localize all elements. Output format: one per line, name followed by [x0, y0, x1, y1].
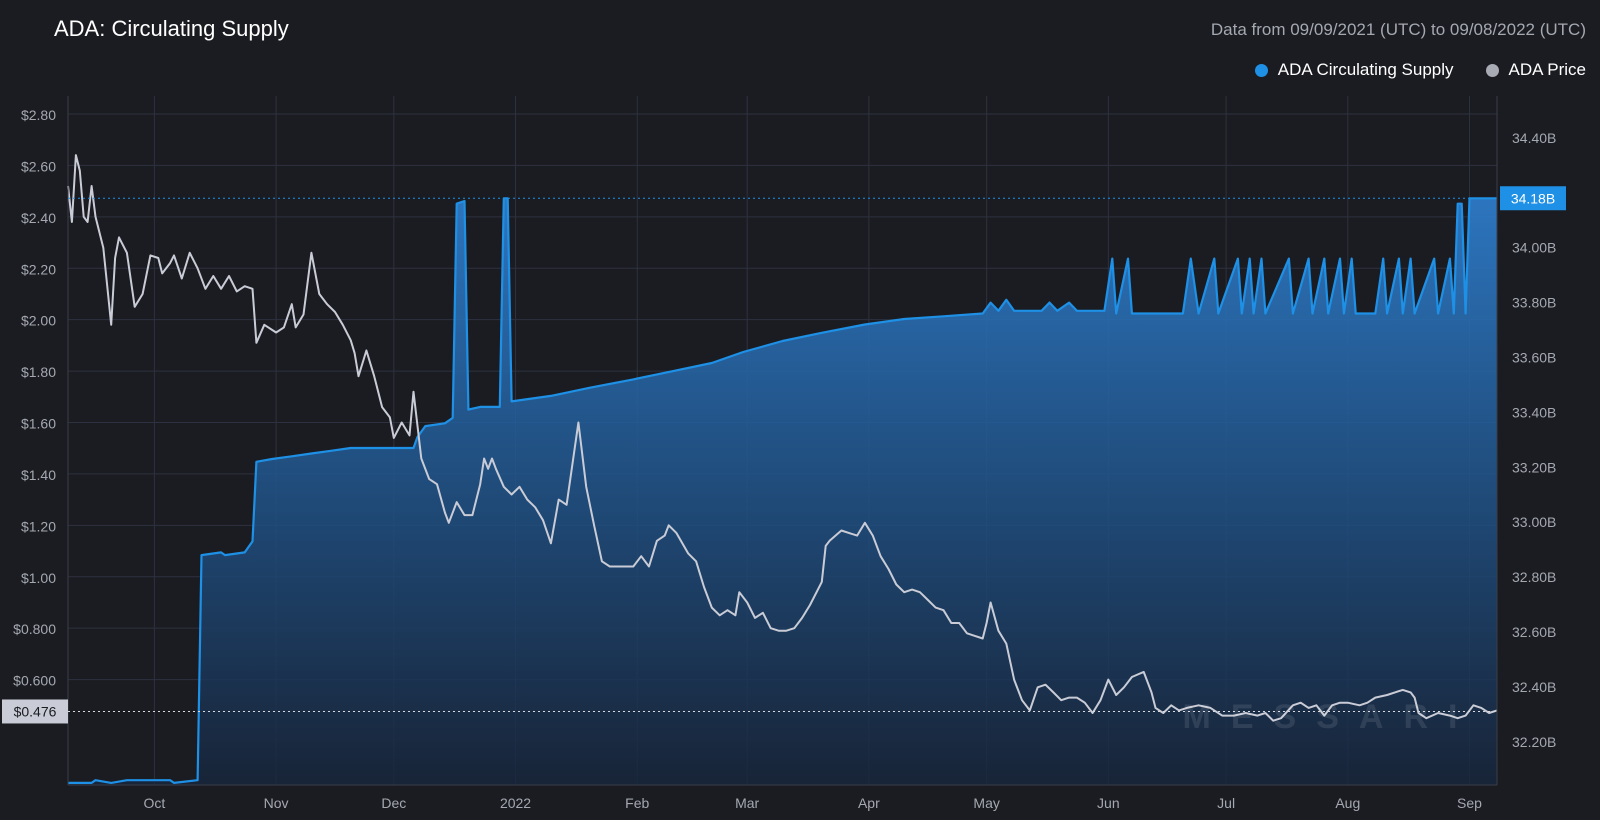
x-tick-label: May: [973, 795, 999, 811]
legend-dot-supply: [1254, 63, 1268, 77]
y-left-tick-label: $2.00: [21, 313, 56, 329]
price-current-badge: [2, 699, 68, 724]
y-right-tick-label: 32.60B: [1512, 624, 1556, 640]
x-tick-label: Nov: [264, 795, 289, 811]
y-right-tick-label: 33.00B: [1512, 514, 1556, 530]
x-tick-label: Jun: [1097, 795, 1120, 811]
x-tick-label: Jul: [1217, 795, 1235, 811]
y-right-tick-label: 33.40B: [1512, 404, 1556, 420]
y-right-tick-label: 34.40B: [1512, 130, 1556, 146]
x-tick-label: Oct: [143, 795, 165, 811]
series-layer: [67, 154, 1498, 786]
supply-current-badge: [1500, 186, 1566, 211]
y-right-tick-label: 33.60B: [1512, 349, 1556, 365]
watermark: MESSARI: [1183, 698, 1478, 736]
x-tick-label: Apr: [858, 795, 880, 811]
x-tick-label: Aug: [1335, 795, 1360, 811]
price-current-value: $0.476: [14, 703, 57, 719]
x-tick-label: Dec: [381, 795, 406, 811]
supply-current-value: 34.18B: [1511, 190, 1555, 206]
chart-title: ADA: Circulating Supply: [54, 16, 289, 41]
x-tick-label: Sep: [1457, 795, 1482, 811]
x-tick-label: Mar: [735, 795, 759, 811]
y-left-tick-label: $0.800: [13, 621, 56, 637]
y-left-tick-label: $1.00: [21, 570, 56, 586]
date-range-label: Data from 09/09/2021 (UTC) to 09/08/2022…: [1210, 20, 1586, 39]
legend-dot-price: [1485, 63, 1499, 77]
y-left-tick-label: $1.40: [21, 467, 56, 483]
y-left-tick-label: $2.20: [21, 261, 56, 277]
legend: ADA Circulating Supply ADA Price: [1254, 60, 1586, 80]
y-right-tick-label: 34.00B: [1512, 240, 1556, 256]
y-left-tick-label: $2.40: [21, 210, 56, 226]
y-right-tick-label: 32.80B: [1512, 569, 1556, 585]
y-right-tick-label: 32.40B: [1512, 679, 1556, 695]
legend-label-supply: ADA Circulating Supply: [1277, 60, 1454, 79]
y-left-tick-label: $0.600: [13, 673, 56, 689]
legend-item-price[interactable]: ADA Price: [1485, 60, 1586, 80]
x-tick-label: Feb: [625, 795, 649, 811]
y-right-tick-label: 33.20B: [1512, 459, 1556, 475]
legend-label-price: ADA Price: [1508, 60, 1586, 79]
price-line: [67, 154, 1498, 722]
y-left-tick-label: $1.20: [21, 518, 56, 534]
y-right-tick-label: 33.80B: [1512, 295, 1556, 311]
y-left-tick-label: $1.60: [21, 416, 56, 432]
legend-item-supply[interactable]: ADA Circulating Supply: [1254, 60, 1454, 80]
x-tick-label: 2022: [500, 795, 531, 811]
y-left-tick-label: $1.80: [21, 364, 56, 380]
y-left-tick-label: $2.80: [21, 107, 56, 123]
y-left-tick-label: $2.60: [21, 158, 56, 174]
y-right-tick-label: 32.20B: [1512, 734, 1556, 750]
supply-area-fill: [68, 198, 1497, 786]
axes: $2.80 $2.60 $2.40 $2.20 $2.00 $1.80 $1.60 $1.40…: [2, 96, 1566, 811]
supply-line: [68, 197, 1497, 784]
